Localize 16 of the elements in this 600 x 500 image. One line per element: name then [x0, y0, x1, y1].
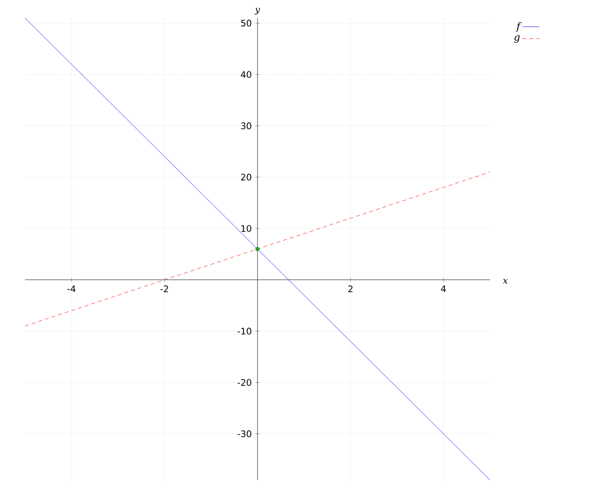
x-axis-title: x — [502, 279, 508, 284]
x-tick-label: -4 — [67, 285, 76, 292]
y-tick-label: -10 — [238, 328, 252, 335]
y-tick-label: -30 — [238, 430, 252, 438]
x-tick-label: 2 — [348, 285, 352, 292]
x-tick-label: 4 — [441, 285, 446, 292]
y-tick-label: -20 — [238, 379, 252, 386]
x-tick-label: -2 — [160, 285, 168, 292]
legend-label: g — [514, 35, 520, 43]
y-axis-title: y — [254, 8, 260, 14]
y-tick-label: 50 — [241, 20, 252, 27]
y-tick-label: 40 — [240, 71, 252, 78]
y-tick-label: 10 — [241, 225, 252, 232]
y-tick-label: 20 — [241, 174, 252, 181]
y-tick-label: 30 — [241, 122, 252, 130]
legend-label: f — [516, 22, 522, 32]
